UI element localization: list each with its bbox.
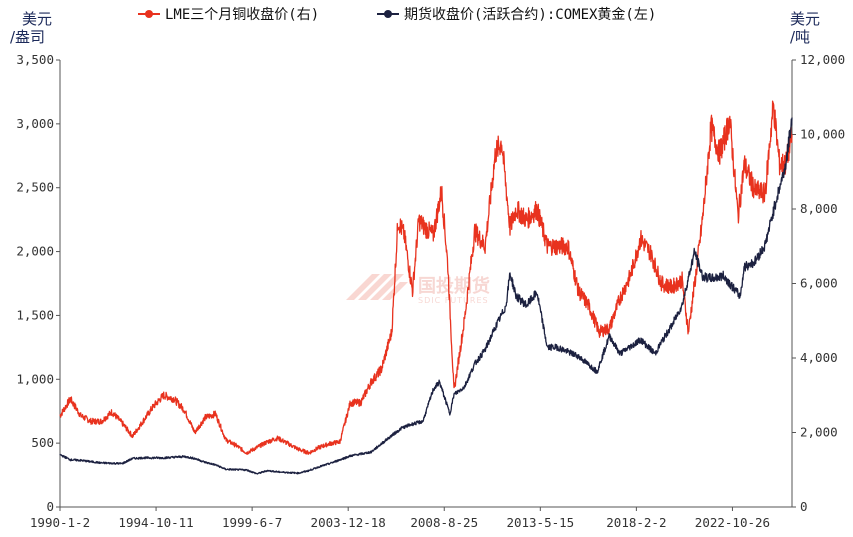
series-layer: [59, 100, 793, 475]
x-tick-label: 2013-5-15: [506, 515, 574, 530]
right-unit-line1: 美元: [790, 10, 820, 28]
right-tick-label: 4,000: [800, 350, 838, 365]
x-tick-label: 1994-10-11: [118, 515, 193, 530]
left-tick-label: 500: [31, 435, 54, 450]
left-tick-label: 1,500: [16, 307, 54, 322]
legend-gold-marker: [384, 10, 392, 18]
left-unit-line2: /盎司: [10, 28, 45, 46]
x-tick-label: 1990-1-2: [30, 515, 90, 530]
x-axis-ticks: 1990-1-2 1994-10-11 1999-6-7 2003-12-18 2008…: [30, 507, 770, 530]
x-tick-label: 2008-8-25: [410, 515, 478, 530]
right-tick-label: 6,000: [800, 276, 838, 291]
watermark-sub: SDIC FUTURES: [418, 296, 489, 305]
x-tick-label: 2003-12-18: [311, 515, 386, 530]
left-tick-label: 0: [46, 499, 54, 514]
left-unit-line1: 美元: [22, 10, 52, 28]
right-axis-ticks: 0 2,000 4,000 6,000 8,000 10,000 12,000: [792, 52, 845, 514]
right-tick-label: 2,000: [800, 425, 838, 440]
left-tick-label: 2,500: [16, 180, 54, 195]
x-tick-label: 2018-2-2: [606, 515, 666, 530]
right-tick-label: 0: [800, 499, 808, 514]
right-unit-line2: /吨: [790, 28, 810, 46]
right-tick-label: 10,000: [800, 127, 845, 142]
gold-series-line: [59, 117, 793, 475]
left-tick-label: 1,000: [16, 371, 54, 386]
watermark-main: 国投期货: [418, 275, 490, 297]
legend-copper-marker: [145, 10, 153, 18]
right-tick-label: 8,000: [800, 201, 838, 216]
legend: LME三个月铜收盘价(右) 期货收盘价(活跃合约):COMEX黄金(左): [138, 6, 656, 23]
copper-series-line: [59, 100, 793, 455]
left-axis-ticks: 0 500 1,000 1,500 2,000 2,500 3,000 3,500: [16, 52, 60, 514]
left-tick-label: 3,000: [16, 116, 54, 131]
watermark-logo-icon: [346, 274, 408, 300]
x-tick-label: 2022-10-26: [695, 515, 770, 530]
x-tick-label: 1999-6-7: [222, 515, 282, 530]
left-tick-label: 2,000: [16, 244, 54, 259]
right-tick-label: 12,000: [800, 52, 845, 67]
left-tick-label: 3,500: [16, 52, 54, 67]
legend-copper-label: LME三个月铜收盘价(右): [165, 6, 319, 23]
legend-gold-label: 期货收盘价(活跃合约):COMEX黄金(左): [404, 6, 656, 23]
